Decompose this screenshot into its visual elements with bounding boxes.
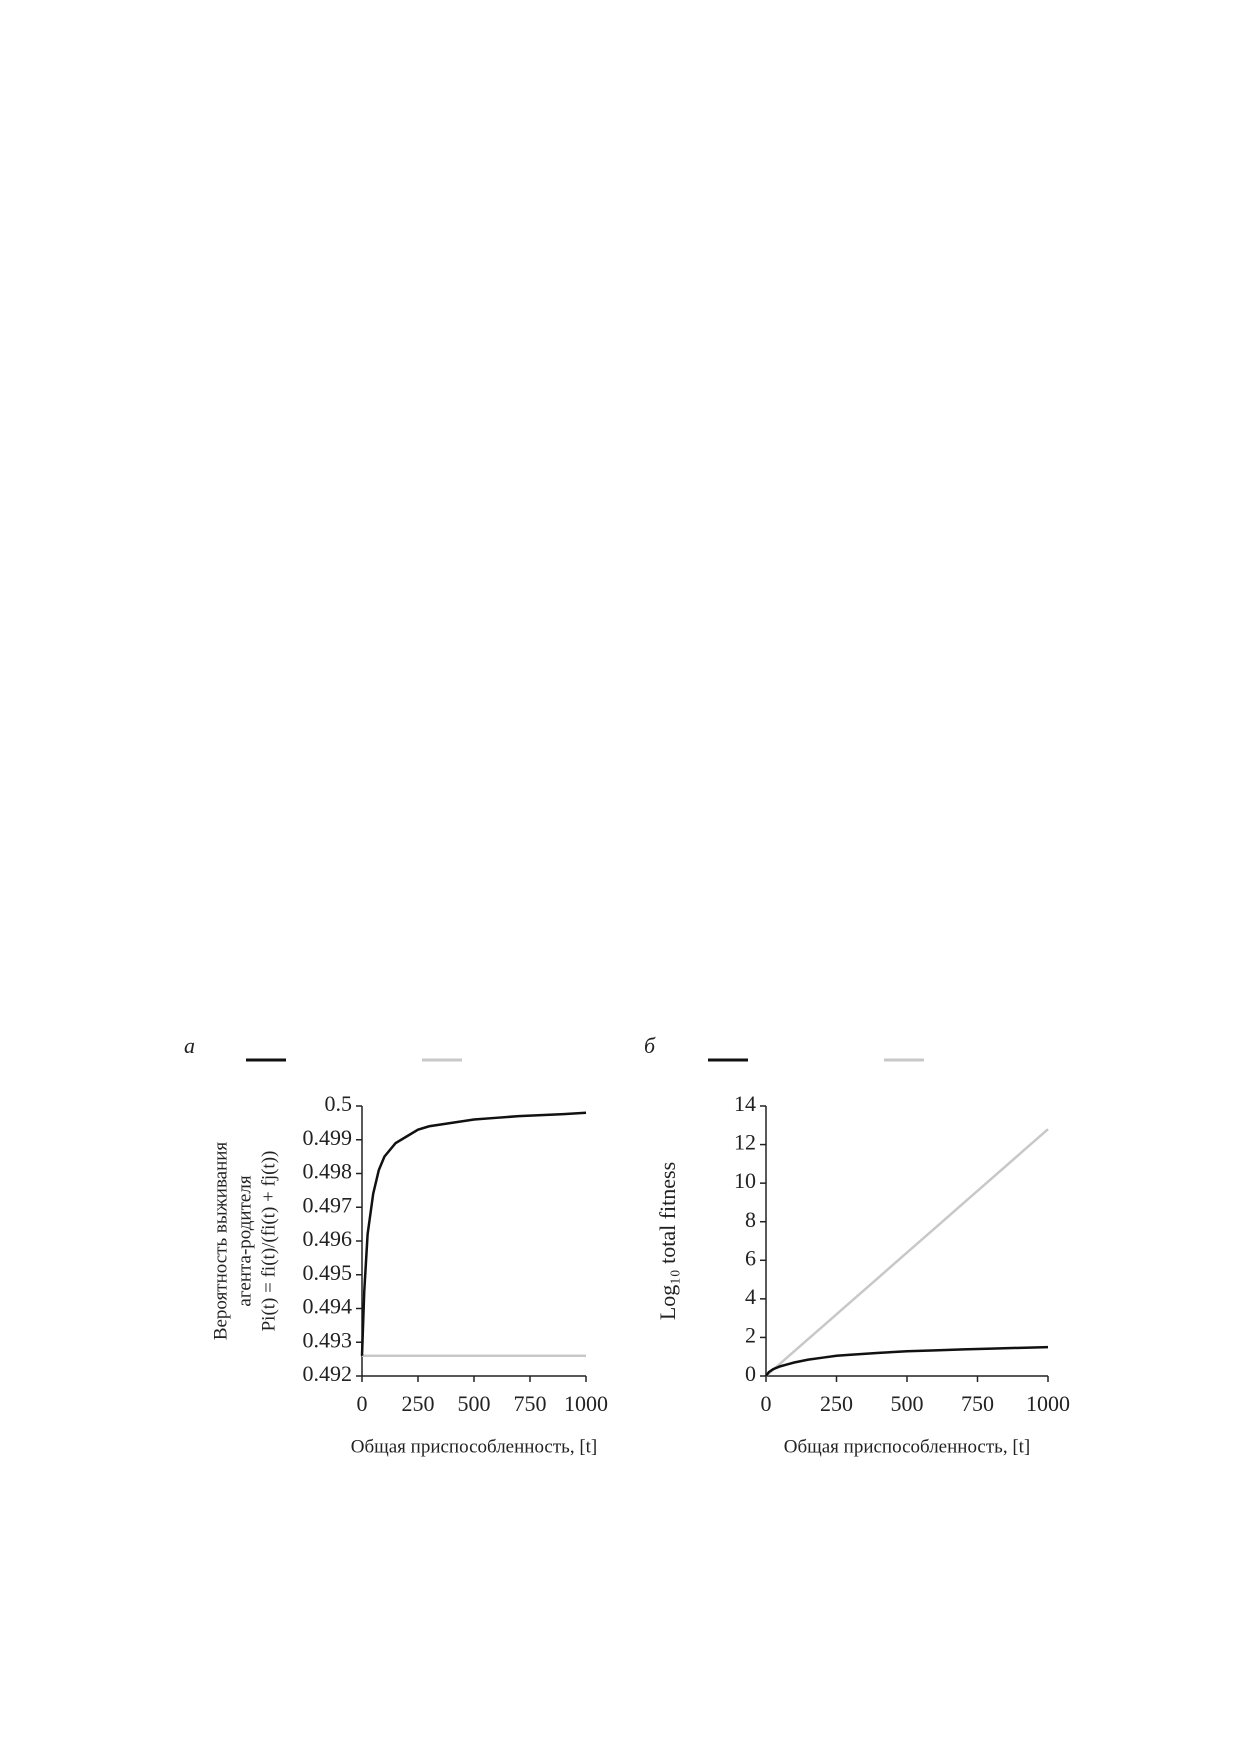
y-tick-label: 2 [745,1322,756,1347]
y-tick-label: 6 [745,1245,756,1270]
y-tick-label: 10 [734,1168,756,1193]
x-axis-title: Общая приспособленность, [t] [351,1436,598,1457]
y-tick-label: 8 [745,1207,756,1232]
series-line [360,1111,587,1356]
x-tick-label: 250 [820,1391,853,1416]
x-tick-label: 500 [891,1391,924,1416]
y-tick-label: 0.493 [303,1327,353,1352]
y-axis-title: агента-родителя [234,1175,255,1306]
x-tick-label: 250 [402,1391,435,1416]
x-tick-label: 500 [458,1391,491,1416]
x-tick-label: 750 [514,1391,547,1416]
y-tick-label: 0.492 [303,1361,353,1386]
series-line [765,1128,1049,1377]
y-tick-label: 14 [734,1091,756,1116]
y-tick-label: 0.498 [303,1159,353,1184]
y-tick-label: 0.494 [303,1294,353,1319]
y-tick-label: 12 [734,1130,756,1155]
panel-label: а [184,1033,195,1058]
y-tick-label: 0.5 [325,1091,353,1116]
series-line [764,1345,1049,1377]
x-tick-label: 1000 [1026,1391,1070,1416]
y-tick-label: 0.497 [303,1192,353,1217]
x-tick-label: 1000 [564,1391,608,1416]
x-tick-label: 750 [961,1391,994,1416]
y-tick-label: 0.495 [303,1260,353,1285]
y-axis-title: Вероятность выживания [210,1142,231,1341]
y-tick-label: 0 [745,1361,756,1386]
panel-label: б [644,1033,656,1058]
x-tick-label: 0 [761,1391,772,1416]
x-axis-title: Общая приспособленность, [t] [784,1436,1031,1457]
y-tick-label: 4 [745,1284,756,1309]
y-axis-title: Pi(t) = fi(t)/(fi(t) + fj(t)) [258,1151,279,1332]
y-axis-title: Log₁₀ total fitness [655,1162,680,1320]
y-tick-label: 0.496 [303,1226,353,1251]
y-tick-label: 0.499 [303,1125,353,1150]
x-tick-label: 0 [357,1391,368,1416]
